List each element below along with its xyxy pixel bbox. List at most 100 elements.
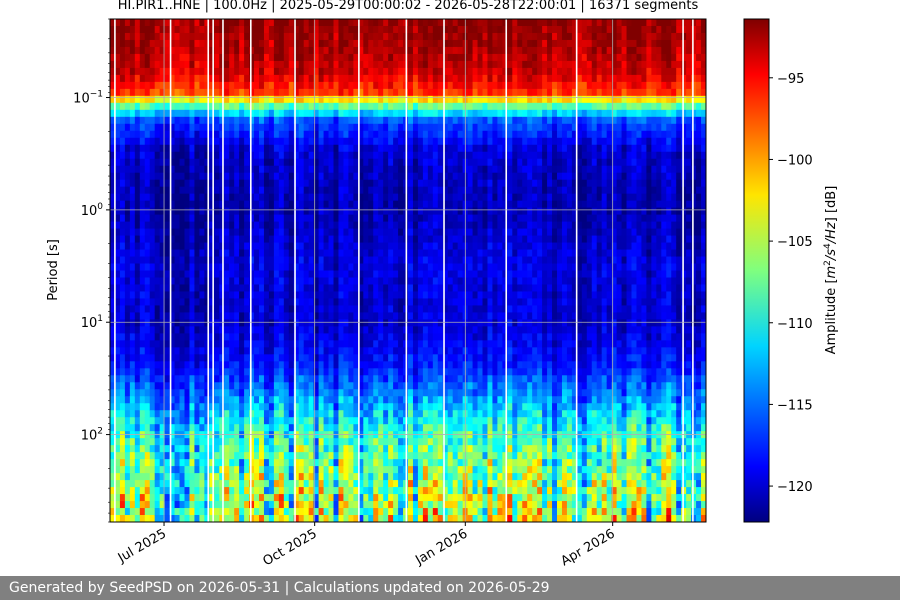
- heatmap-cell: [427, 228, 434, 237]
- heatmap-cell: [298, 116, 305, 125]
- heatmap-cell: [368, 452, 374, 460]
- heatmap-cell: [378, 158, 384, 167]
- heatmap-cell: [353, 102, 359, 111]
- heatmap-cell: [139, 221, 146, 230]
- heatmap-cell: [273, 270, 280, 278]
- heatmap-cell: [194, 270, 200, 278]
- heatmap-cell: [194, 487, 200, 495]
- heatmap-cell: [328, 46, 334, 55]
- heatmap-cell: [383, 263, 389, 271]
- heatmap-cell: [363, 494, 369, 502]
- heatmap-cell: [303, 284, 310, 292]
- heatmap-cell: [288, 53, 295, 62]
- heatmap-cell: [214, 452, 220, 460]
- heatmap-cell: [348, 417, 354, 425]
- heatmap-cell: [452, 53, 459, 62]
- heatmap-cell: [154, 256, 161, 265]
- heatmap-cell: [437, 361, 444, 369]
- heatmap-cell: [378, 375, 384, 383]
- heatmap-cell: [259, 354, 265, 362]
- heatmap-cell: [174, 221, 181, 230]
- heatmap-cell: [298, 361, 305, 369]
- heatmap-cell: [239, 466, 245, 474]
- heatmap-cell: [298, 137, 305, 146]
- heatmap-cell: [169, 95, 176, 104]
- heatmap-cell: [408, 221, 414, 230]
- heatmap-cell: [348, 270, 354, 278]
- heatmap-cell: [204, 508, 210, 516]
- heatmap-cell: [249, 410, 255, 418]
- heatmap-cell: [408, 284, 414, 292]
- heatmap-cell: [452, 144, 459, 153]
- heatmap-cell: [323, 123, 330, 132]
- heatmap-cell: [373, 263, 379, 271]
- heatmap-cell: [432, 200, 439, 209]
- heatmap-cell: [219, 242, 225, 251]
- heatmap-cell: [427, 102, 434, 111]
- heatmap-cell: [278, 25, 285, 34]
- heatmap-cell: [169, 368, 176, 376]
- heatmap-cell: [283, 347, 290, 355]
- heatmap-cell: [353, 25, 359, 34]
- heatmap-cell: [129, 389, 136, 397]
- heatmap-cell: [209, 333, 215, 341]
- heatmap-cell: [154, 165, 161, 174]
- heatmap-cell: [412, 466, 419, 474]
- heatmap-cell: [308, 158, 315, 167]
- heatmap-cell: [447, 186, 454, 195]
- heatmap-cell: [129, 466, 136, 474]
- heatmap-cell: [353, 305, 359, 313]
- heatmap-cell: [139, 200, 146, 209]
- heatmap-cell: [343, 487, 349, 495]
- heatmap-cell: [393, 158, 399, 167]
- heatmap-cell: [159, 74, 166, 83]
- heatmap-cell: [249, 375, 255, 383]
- heatmap-cell: [110, 382, 116, 390]
- heatmap-cell: [179, 32, 185, 41]
- heatmap-cell: [268, 319, 275, 327]
- heatmap-cell: [254, 389, 260, 397]
- heatmap-cell: [209, 221, 215, 230]
- heatmap-cell: [323, 228, 330, 237]
- heatmap-cell: [149, 508, 156, 516]
- heatmap-cell: [129, 368, 136, 376]
- heatmap-cell: [437, 200, 444, 209]
- heatmap-cell: [134, 207, 141, 216]
- heatmap-cell: [308, 221, 315, 230]
- heatmap-cell: [209, 19, 215, 27]
- heatmap-cell: [333, 459, 339, 467]
- heatmap-cell: [149, 480, 156, 488]
- heatmap-cell: [363, 88, 369, 97]
- heatmap-cell: [303, 396, 310, 404]
- heatmap-cell: [417, 179, 424, 188]
- heatmap-cell: [353, 389, 359, 397]
- heatmap-cell: [278, 480, 285, 488]
- heatmap-cell: [288, 95, 295, 104]
- heatmap-cell: [144, 487, 151, 495]
- heatmap-cell: [363, 46, 369, 55]
- heatmap-cell: [308, 242, 315, 251]
- heatmap-cell: [278, 375, 285, 383]
- heatmap-cell: [204, 424, 210, 432]
- heatmap-cell: [427, 109, 434, 118]
- heatmap-cell: [134, 102, 141, 111]
- heatmap-cell: [174, 452, 181, 460]
- heatmap-cell: [288, 172, 295, 181]
- heatmap-cell: [383, 242, 389, 251]
- heatmap-cell: [149, 396, 156, 404]
- heatmap-cell: [348, 200, 354, 209]
- heatmap-cell: [209, 60, 215, 69]
- heatmap-cell: [234, 389, 240, 397]
- heatmap-cell: [353, 32, 359, 41]
- heatmap-cell: [308, 480, 315, 488]
- heatmap-cell: [288, 46, 295, 55]
- heatmap-cell: [432, 193, 439, 202]
- heatmap-cell: [368, 179, 374, 188]
- heatmap-cell: [209, 354, 215, 362]
- heatmap-cell: [313, 109, 320, 118]
- heatmap-cell: [388, 466, 394, 474]
- heatmap-cell: [303, 487, 310, 495]
- heatmap-cell: [229, 123, 235, 132]
- heatmap-cell: [224, 67, 230, 76]
- heatmap-cell: [249, 172, 255, 181]
